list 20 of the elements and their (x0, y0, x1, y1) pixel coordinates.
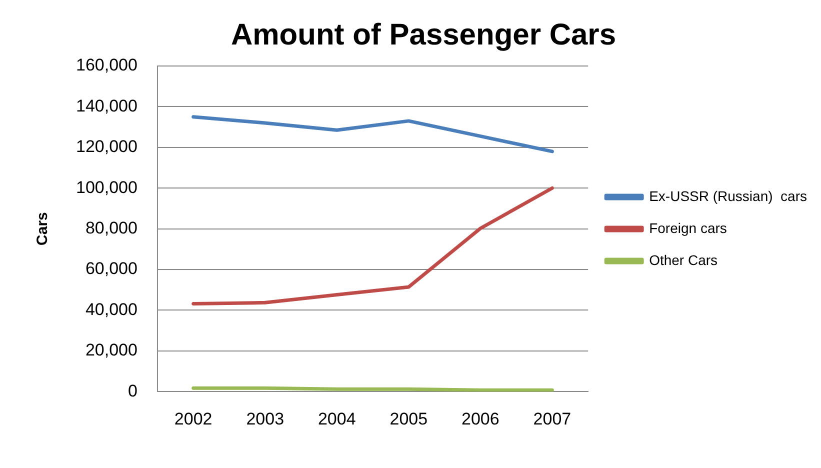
y-tick-label: 80,000 (85, 218, 138, 238)
chart-title: Amount of Passenger Cars (230, 18, 616, 52)
y-tick-label: 140,000 (76, 96, 138, 116)
legend-label: Ex-USSR (Russian) cars (649, 188, 808, 204)
y-tick-label: 100,000 (76, 178, 138, 197)
y-tick-label: 0 (128, 381, 138, 400)
x-tick-label: 2007 (533, 409, 572, 428)
x-tick-label: 2002 (174, 409, 212, 428)
y-axis-title: Cars (34, 212, 52, 246)
legend-label: Foreign cars (649, 220, 727, 236)
x-tick-label: 2004 (318, 409, 356, 428)
x-tick-label: 2005 (390, 409, 428, 428)
y-tick-label: 120,000 (76, 137, 138, 156)
y-tick-label: 40,000 (85, 300, 138, 319)
x-tick-label: 2003 (246, 409, 284, 428)
legend-label: Other Cars (649, 252, 718, 268)
y-tick-label: 20,000 (85, 340, 138, 360)
x-tick-label: 2006 (462, 409, 500, 428)
y-tick-label: 160,000 (76, 56, 138, 75)
y-tick-label: 60,000 (85, 259, 138, 278)
